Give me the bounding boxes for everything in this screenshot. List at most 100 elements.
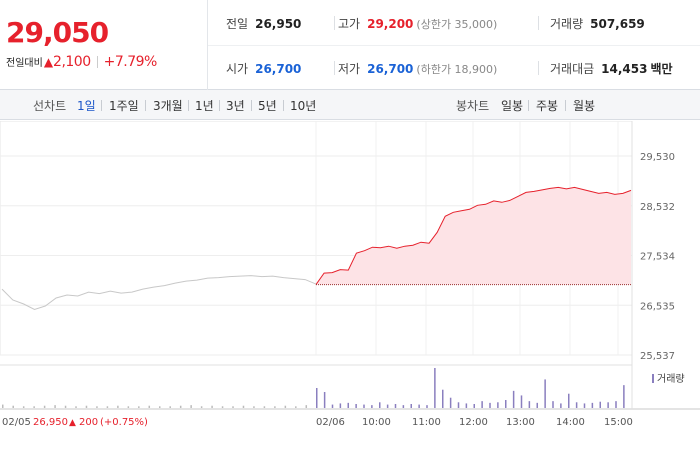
volume-bar (331, 404, 334, 408)
stat-value: 507,659 (590, 17, 645, 31)
prev-day-change-rate: (+0.75%) (100, 417, 148, 428)
volume-bar (394, 404, 397, 408)
volume-bar (497, 402, 499, 408)
y-axis-ticks: 29,530 28,532 27,534 26,535 25,537 (640, 152, 675, 362)
volume-bar-prev (305, 405, 308, 408)
volume-bar (591, 402, 594, 408)
volume-bar (607, 402, 609, 408)
stats-row-2: 시가 26,700 저가 26,700 (하한가 18,900) 거래대금 14,453… (208, 45, 700, 90)
divider (145, 100, 146, 111)
stat-label: 저가 (338, 62, 361, 76)
volume-bar-prev (159, 406, 161, 408)
x-axis-labels: 02/06 10:00 11:00 12:00 13:00 14:00 15:00 (316, 417, 633, 428)
volume-bar-prev (117, 405, 119, 408)
divider (538, 61, 539, 75)
stat-sub: (하한가 18,900) (416, 63, 498, 76)
period-5y[interactable]: 5년 (258, 99, 277, 113)
volume-bar-prev (85, 405, 88, 408)
volume-bar (442, 389, 444, 408)
volume-bar (347, 402, 349, 408)
volume-bars (2, 368, 625, 408)
volume-bar (363, 404, 365, 408)
change-rate: +7.79% (103, 54, 158, 70)
prev-day-label: 02/05 (2, 417, 31, 428)
volume-bar-prev (263, 406, 266, 408)
x-tick-label: 15:00 (604, 417, 633, 428)
period-1d[interactable]: 1일 (77, 99, 96, 113)
volume-bar (528, 401, 531, 408)
volume-bar-prev (75, 406, 77, 408)
volume-bar (402, 405, 405, 408)
quote-header: 29,050 전일대비 ▲ 2,100 +7.79% 전일 26,950 고가 29… (0, 0, 700, 90)
change-label: 전일대비 (6, 58, 43, 69)
y-tick-label: 25,537 (640, 351, 675, 362)
volume-bar-prev (169, 406, 171, 408)
period-1y[interactable]: 1년 (195, 99, 214, 113)
volume-bar-prev (148, 405, 151, 408)
stat-prev-close: 전일 26,950 (226, 15, 301, 32)
x-tick-label: 12:00 (459, 417, 488, 428)
price-chart: 29,530 28,532 27,534 26,535 25,537 02/06 10:0… (0, 120, 700, 428)
volume-bar (410, 404, 412, 408)
line-chart-label: 선차트 (33, 99, 67, 113)
today-line (315, 186, 632, 285)
volume-bar (544, 379, 546, 408)
volume-bar (457, 402, 460, 408)
volume-bar-prev (232, 406, 234, 408)
price-box: 29,050 전일대비 ▲ 2,100 +7.79% (0, 0, 208, 90)
volume-bar (379, 402, 381, 408)
y-tick-label: 28,532 (640, 202, 675, 213)
stat-value: 14,453 (601, 62, 648, 76)
volume-bar-prev (284, 405, 287, 408)
volume-bar (568, 393, 570, 408)
volume-bar-prev (253, 406, 255, 408)
y-tick-label: 29,530 (640, 152, 675, 163)
candle-weekly[interactable]: 주봉 (536, 99, 559, 113)
volume-bar (355, 404, 357, 408)
volume-bar-prev (138, 406, 140, 408)
volume-bar (465, 403, 468, 408)
volume-bar (371, 405, 373, 408)
candle-monthly[interactable]: 월봉 (573, 99, 596, 113)
volume-bar-prev (127, 406, 130, 408)
volume-bar-prev (106, 406, 109, 408)
change-row: 전일대비 ▲ 2,100 +7.79% (6, 54, 157, 70)
stat-sub: (상한가 35,000) (416, 18, 498, 31)
y-tick-label: 26,535 (640, 301, 675, 312)
volume-bar (449, 397, 452, 408)
period-1w[interactable]: 1주일 (109, 99, 139, 113)
x-tick-label: 14:00 (556, 417, 585, 428)
volume-bar (481, 401, 483, 408)
volume-bar-prev (211, 405, 213, 408)
volume-bar (520, 395, 523, 408)
chart-toolbar: 선차트 1일 1주일 3개월 1년 3년 5년 10년 봉차트 일봉 주봉 월봉 (0, 90, 700, 120)
volume-bar (552, 401, 554, 408)
period-3m[interactable]: 3개월 (153, 99, 183, 113)
divider (334, 61, 335, 75)
volume-bar (505, 400, 507, 408)
volume-bar-prev (274, 406, 276, 408)
volume-bar-prev (33, 406, 35, 408)
period-3y[interactable]: 3년 (226, 99, 245, 113)
today-area-fill (316, 187, 631, 285)
volume-bar (339, 403, 342, 408)
volume-bar (426, 405, 428, 408)
volume-bar-prev (295, 406, 297, 408)
x-tick-label: 10:00 (362, 417, 391, 428)
volume-bar-prev (179, 405, 182, 408)
prev-day-close: 26,950 (33, 417, 68, 428)
divider (538, 16, 539, 30)
period-10y[interactable]: 10년 (290, 99, 317, 113)
divider (101, 100, 102, 111)
divider (334, 16, 335, 30)
volume-bar (623, 385, 625, 408)
candle-daily[interactable]: 일봉 (501, 99, 524, 113)
stat-label: 전일 (226, 17, 249, 31)
volume-bar (434, 368, 436, 408)
stat-label: 고가 (338, 17, 361, 31)
volume-bar-prev (190, 405, 192, 408)
x-tick-label: 13:00 (506, 417, 535, 428)
stat-open: 시가 26,700 (226, 60, 301, 77)
volume-legend-swatch (652, 374, 654, 383)
volume-bar-prev (96, 406, 98, 408)
